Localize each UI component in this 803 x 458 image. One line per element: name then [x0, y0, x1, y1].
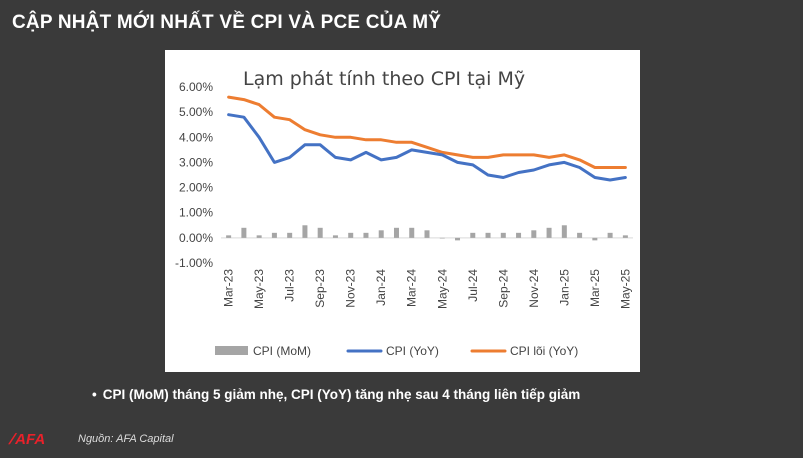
x-tick-label: Mar-25 — [588, 269, 602, 307]
bar-cpi-mom — [531, 230, 537, 238]
bullet-point: • CPI (MoM) tháng 5 giảm nhẹ, CPI (YoY) t… — [92, 387, 580, 402]
bar-cpi-mom — [409, 227, 415, 238]
bar-cpi-mom — [500, 232, 506, 238]
bar-cpi-mom — [439, 237, 445, 239]
logo-text: AFA — [15, 431, 46, 448]
bar-cpi-mom — [241, 227, 247, 238]
bar-cpi-mom — [622, 235, 628, 238]
footer: /AFA Nguồn: AFA Capital — [0, 425, 803, 458]
bar-cpi-mom — [455, 237, 461, 241]
bullet-dot: • — [92, 387, 97, 402]
x-tick-label: Jan-24 — [374, 269, 388, 306]
chart-title: Lạm phát tính theo CPI tại Mỹ — [243, 68, 526, 90]
bar-cpi-mom — [546, 227, 552, 238]
x-tick-label: Jul-23 — [283, 269, 297, 302]
y-tick-label: 3.00% — [179, 155, 213, 169]
bullet-text: CPI (MoM) tháng 5 giảm nhẹ, CPI (YoY) tă… — [102, 387, 581, 402]
y-tick-label: 6.00% — [179, 80, 213, 94]
bar-cpi-mom — [470, 232, 476, 238]
legend-label: CPI lõi (YoY) — [510, 344, 578, 358]
y-tick-label: 0.00% — [179, 231, 213, 245]
bar-cpi-mom — [317, 227, 323, 238]
y-tick-label: 1.00% — [179, 206, 213, 220]
bar-cpi-mom — [363, 232, 369, 238]
x-tick-label: Nov-24 — [527, 269, 541, 308]
x-tick-label: May-23 — [252, 269, 266, 309]
bar-cpi-mom — [485, 232, 491, 238]
x-tick-label: Nov-23 — [344, 269, 358, 308]
bar-cpi-mom — [332, 235, 338, 238]
bar-cpi-mom — [607, 232, 613, 238]
bar-cpi-mom — [348, 232, 354, 238]
x-tick-label: May-25 — [618, 269, 632, 309]
x-tick-label: Jan-25 — [557, 269, 571, 306]
source-note: Nguồn: AFA Capital — [78, 433, 174, 445]
line-cpi-core-yoy — [227, 95, 627, 169]
bar-cpi-mom — [226, 235, 232, 238]
bar-cpi-mom — [287, 232, 293, 238]
bar-cpi-mom — [271, 232, 277, 238]
chart-card: -1.00% 0.00% 1.00% 2.00% 3.00% 4.00% 5.00% 6.00… — [165, 50, 640, 372]
x-tick-label: Mar-24 — [405, 269, 419, 307]
legend-label: CPI (MoM) — [253, 344, 311, 358]
y-tick-label: 2.00% — [179, 181, 213, 195]
bar-cpi-mom — [302, 225, 308, 238]
x-tick-label: Sep-24 — [496, 269, 510, 308]
bar-cpi-mom — [393, 227, 399, 238]
bar-cpi-mom — [561, 225, 567, 238]
bar-cpi-mom — [516, 232, 522, 238]
x-tick-label: May-24 — [435, 269, 449, 309]
afa-logo: /AFA — [8, 431, 46, 448]
slide-title: CẬP NHẬT MỚI NHẤT VỀ CPI VÀ PCE CỦA MỸ — [12, 12, 442, 33]
legend-swatch-bar — [215, 346, 248, 355]
cpi-chart: -1.00% 0.00% 1.00% 2.00% 3.00% 4.00% 5.00% 6.00… — [175, 80, 633, 358]
bar-cpi-mom — [378, 230, 384, 238]
x-tick-label: Jul-24 — [466, 269, 480, 302]
bar-cpi-mom — [256, 235, 262, 238]
legend-label: CPI (YoY) — [386, 344, 439, 358]
y-tick-label: 4.00% — [179, 130, 213, 144]
line-cpi-yoy — [227, 113, 627, 182]
x-tick-label: Sep-23 — [313, 269, 327, 308]
bar-cpi-mom — [592, 237, 598, 241]
y-tick-label: -1.00% — [175, 256, 213, 270]
x-tick-label: Mar-23 — [222, 269, 236, 307]
bar-cpi-mom — [424, 230, 430, 238]
bar-cpi-mom — [577, 232, 583, 238]
y-tick-label: 5.00% — [179, 105, 213, 119]
